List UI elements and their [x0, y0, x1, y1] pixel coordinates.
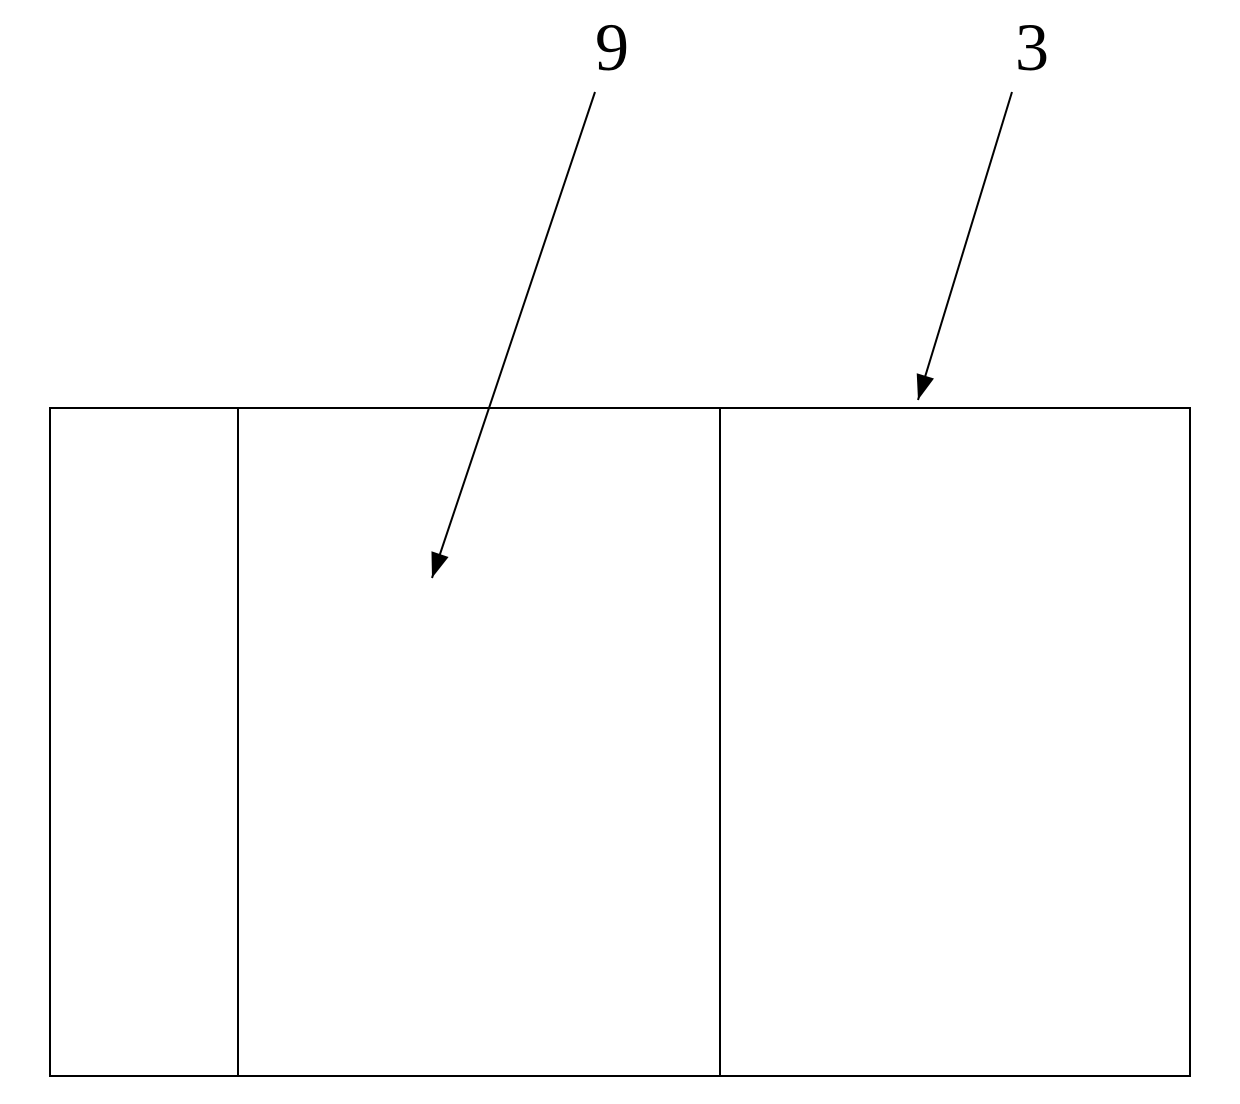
outer-rectangle — [50, 408, 1190, 1076]
diagram-svg — [0, 0, 1240, 1104]
arrowhead-1 — [917, 373, 934, 400]
arrowhead-0 — [431, 551, 448, 578]
label-3: 3 — [1015, 8, 1049, 87]
label-9: 9 — [595, 8, 629, 87]
arrow-line-0 — [432, 92, 595, 578]
arrow-line-1 — [918, 92, 1012, 400]
